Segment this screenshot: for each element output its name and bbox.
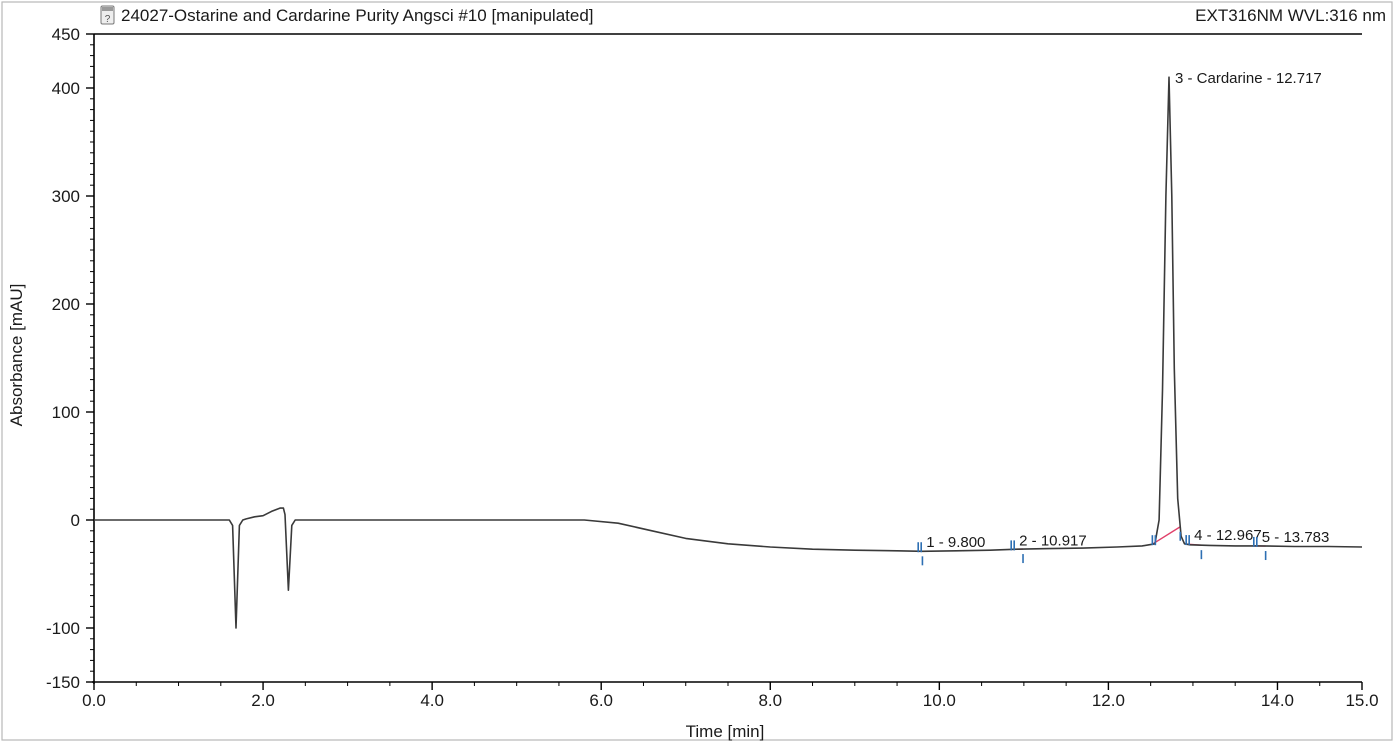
y-tick-label: 450 xyxy=(52,25,80,44)
y-tick-label: 400 xyxy=(52,79,80,98)
chromatogram-title: 24027-Ostarine and Cardarine Purity Angs… xyxy=(121,6,594,25)
x-axis-label: Time [min] xyxy=(686,722,765,741)
y-tick-label: 0 xyxy=(71,511,80,530)
y-axis-label: Absorbance [mAU] xyxy=(7,284,26,427)
x-tick-label: 15.0 xyxy=(1345,691,1378,710)
y-tick-label: 100 xyxy=(52,403,80,422)
integration-baseline xyxy=(1151,526,1181,545)
peak-label-1: 1 - 9.800 xyxy=(926,534,985,551)
absorbance-trace xyxy=(94,76,1363,629)
x-tick-label: 12.0 xyxy=(1092,691,1125,710)
y-tick-label: 200 xyxy=(52,295,80,314)
x-tick-label: 8.0 xyxy=(758,691,782,710)
peak-label-3: 3 - Cardarine - 12.717 xyxy=(1175,70,1322,87)
x-tick-label: 14.0 xyxy=(1261,691,1294,710)
y-tick-label: 300 xyxy=(52,187,80,206)
trace-layer xyxy=(94,76,1363,629)
peak-annotations: 1 - 9.800 2 - 10.917 3 - Cardarine - 12.71… xyxy=(917,70,1330,566)
axes-layer: 0.0 2.0 4.0 6.0 8.0 10.0 12.0 14.0 15.0 450 400 300… xyxy=(46,25,1379,710)
peak-label-4: 4 - 12.967 xyxy=(1194,527,1262,544)
x-tick-label: 10.0 xyxy=(923,691,956,710)
y-tick-label: -150 xyxy=(46,673,80,692)
x-tick-label: 0.0 xyxy=(82,691,106,710)
x-tick-label: 6.0 xyxy=(589,691,613,710)
peak-label-2: 2 - 10.917 xyxy=(1019,532,1087,549)
x-tick-label: 2.0 xyxy=(251,691,275,710)
chromatogram-document-icon: ? xyxy=(100,5,115,25)
channel-label: EXT316NM WVL:316 nm xyxy=(1195,6,1386,25)
svg-text:?: ? xyxy=(105,14,111,25)
peak-label-5: 5 - 13.783 xyxy=(1262,529,1330,546)
x-tick-label: 4.0 xyxy=(420,691,444,710)
y-tick-label: -100 xyxy=(46,619,80,638)
header-bar: ? 24027-Ostarine and Cardarine Purity An… xyxy=(100,5,1386,25)
